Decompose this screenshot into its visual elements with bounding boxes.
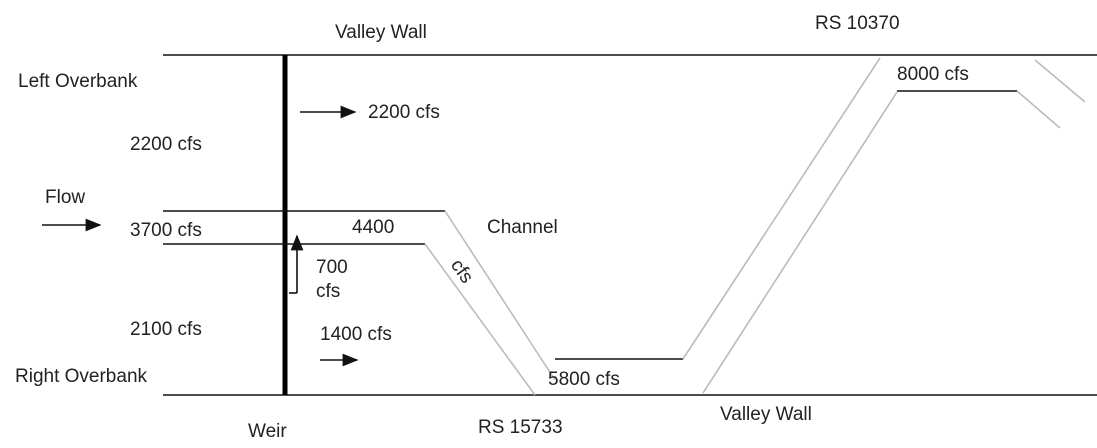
- label: 2200 cfs: [130, 134, 202, 155]
- valley-bank: [702, 91, 898, 394]
- lines: [42, 54, 1097, 396]
- label: RS 15733: [478, 417, 563, 438]
- label: 8000 cfs: [897, 64, 969, 85]
- label: 3700 cfs: [130, 220, 202, 241]
- labels: Valley Wall RS 10370 Left Overbank 8000 …: [15, 13, 969, 442]
- valley-bank: [682, 57, 881, 360]
- label: Valley Wall: [720, 404, 812, 425]
- label: Flow: [45, 187, 85, 208]
- label: 1400 cfs: [320, 324, 392, 345]
- label: 4400: [352, 217, 394, 238]
- label: Channel: [487, 217, 558, 238]
- channel-bank: [444, 210, 556, 381]
- label: 2200 cfs: [368, 102, 440, 123]
- label: RS 10370: [815, 13, 900, 34]
- valley-bank: [1034, 59, 1086, 103]
- valley-bank: [1016, 90, 1061, 129]
- channel-bank: [424, 243, 536, 396]
- label: 700: [316, 257, 348, 278]
- label: Left Overbank: [18, 71, 138, 92]
- label: Right Overbank: [15, 366, 148, 387]
- label: Weir: [248, 421, 287, 442]
- label: cfs: [316, 281, 340, 302]
- label: cfs: [446, 256, 477, 288]
- label: Valley Wall: [335, 22, 427, 43]
- label: 2100 cfs: [130, 319, 202, 340]
- label: 5800 cfs: [548, 369, 620, 390]
